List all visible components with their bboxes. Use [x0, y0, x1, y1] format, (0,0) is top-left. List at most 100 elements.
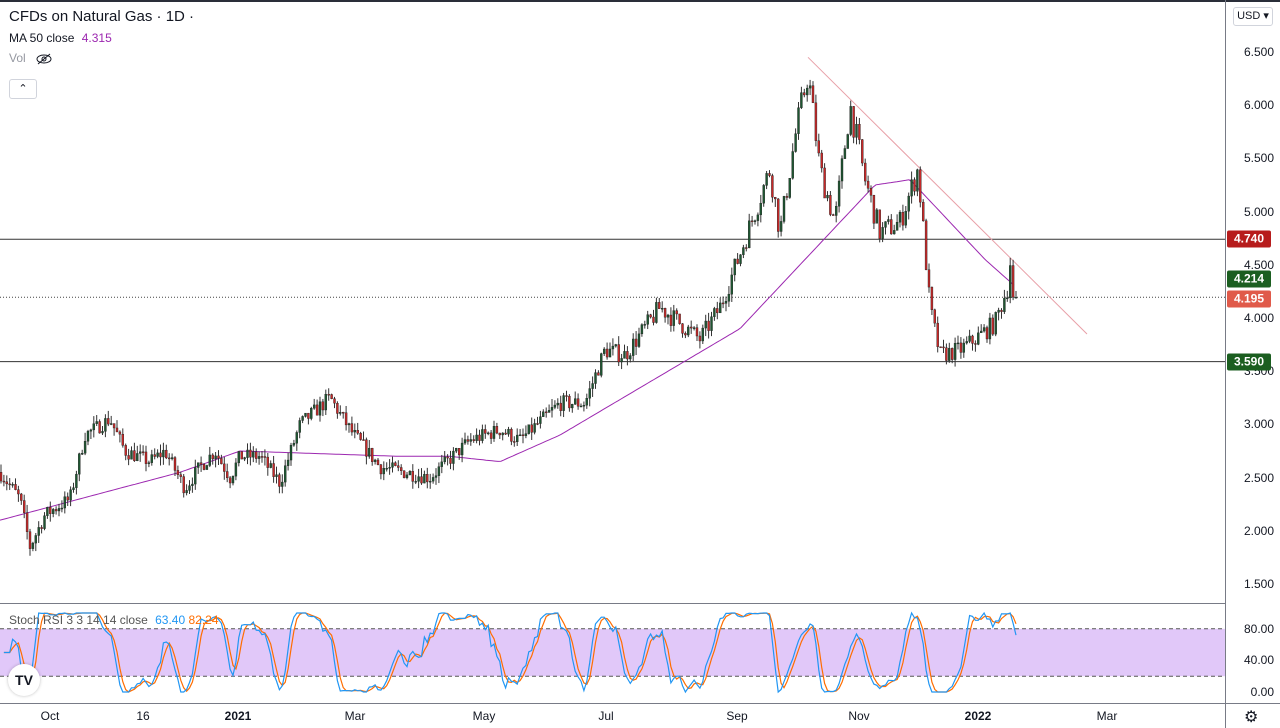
- candle-body: [118, 431, 122, 435]
- price-axis[interactable]: 6.500 6.000 5.500 5.000 4.500 4.000 3.500 3.000…: [1225, 0, 1280, 603]
- candle: [57, 503, 61, 517]
- symbol-title[interactable]: CFDs on Natural Gas · 1D ·: [9, 8, 195, 25]
- ma-label[interactable]: MA 50 close: [9, 31, 75, 45]
- candle-body: [182, 476, 185, 494]
- candle: [484, 424, 487, 439]
- currency-select[interactable]: USD ▾: [1233, 7, 1273, 26]
- candle-body: [829, 195, 832, 215]
- price-tick: 2.500: [1243, 470, 1274, 485]
- candle: [31, 541, 35, 552]
- candle: [115, 420, 119, 433]
- candle-body: [579, 405, 583, 408]
- candle-body: [655, 302, 658, 323]
- stoch-legend: Stoch RSI 3 3 14 14 close 63.40 82.24: [9, 613, 219, 627]
- candle-body: [666, 314, 670, 318]
- candle: [832, 213, 835, 216]
- candle: [362, 431, 365, 441]
- price-tick: 4.500: [1243, 257, 1274, 272]
- candle-body: [472, 439, 475, 441]
- candle-body: [330, 394, 333, 399]
- candle-body: [20, 493, 23, 501]
- candle-body: [162, 449, 165, 458]
- candle: [510, 427, 513, 446]
- candle: [858, 117, 861, 145]
- candle: [817, 133, 820, 157]
- candle: [942, 339, 945, 354]
- candle-body: [136, 453, 139, 462]
- time-tick: Mar: [1096, 709, 1118, 723]
- candle-body: [371, 447, 374, 462]
- candle-body: [365, 439, 368, 457]
- candle: [808, 79, 812, 96]
- candle: [814, 94, 818, 147]
- candle-body: [927, 269, 931, 288]
- candle-body: [542, 411, 545, 417]
- candle-body: [289, 444, 293, 461]
- stoch-label[interactable]: Stoch RSI 3 3 14 14 close: [9, 613, 148, 627]
- candle: [495, 422, 499, 435]
- time-tick: Jul: [598, 709, 614, 723]
- candle-body: [196, 462, 200, 468]
- candle-body: [733, 258, 736, 276]
- candle: [774, 196, 777, 207]
- candle-body: [170, 457, 174, 460]
- tradingview-logo[interactable]: TV: [8, 664, 40, 696]
- candle-body: [846, 134, 849, 149]
- candle: [2, 474, 6, 487]
- candle-body: [623, 351, 626, 359]
- collapse-legend-button[interactable]: ⌃: [9, 79, 37, 99]
- candle: [861, 139, 864, 167]
- candle-body: [768, 173, 771, 176]
- stoch-axis[interactable]: 80.00 40.00 0.00: [1225, 604, 1280, 703]
- candle: [80, 449, 84, 455]
- candle: [405, 471, 409, 480]
- stoch-rsi-pane[interactable]: [0, 604, 1225, 703]
- candle: [504, 429, 507, 435]
- candle-body: [574, 398, 577, 405]
- candle: [104, 414, 107, 438]
- candle: [968, 329, 971, 344]
- candle-body: [739, 254, 742, 264]
- candle-body: [539, 416, 542, 424]
- candle-body: [849, 106, 852, 135]
- candle-body: [919, 169, 922, 203]
- candle: [823, 163, 826, 199]
- candle-body: [466, 439, 470, 442]
- candle-body: [890, 219, 893, 235]
- candle: [533, 418, 536, 435]
- price-tag: 4.740: [1227, 230, 1271, 248]
- candle: [136, 445, 139, 462]
- eye-hidden-icon[interactable]: [35, 53, 53, 65]
- candle-body: [745, 247, 748, 249]
- candle: [295, 430, 298, 451]
- candle: [54, 506, 58, 515]
- candle-body: [887, 219, 890, 222]
- candle-body: [185, 490, 188, 494]
- price-chart[interactable]: [0, 2, 1225, 603]
- candle: [994, 311, 997, 337]
- candle-body: [661, 308, 664, 310]
- candle: [83, 432, 87, 456]
- candle: [272, 455, 275, 483]
- candle-body: [69, 489, 72, 501]
- vol-label[interactable]: Vol: [9, 51, 26, 65]
- price-tick: 6.500: [1243, 45, 1274, 59]
- candle-body: [530, 424, 533, 433]
- candle-body: [359, 433, 362, 440]
- candle: [342, 411, 345, 419]
- candle: [318, 396, 322, 422]
- candle: [475, 428, 478, 444]
- candle-body: [43, 515, 46, 529]
- candle-body: [52, 509, 55, 514]
- candle-body: [637, 333, 641, 347]
- candle: [652, 309, 655, 326]
- candle: [585, 393, 588, 409]
- candle: [634, 331, 638, 356]
- time-tick: Nov: [848, 709, 870, 723]
- gear-icon[interactable]: ⚙: [1244, 709, 1259, 726]
- candle-body: [199, 462, 203, 465]
- candle: [78, 452, 81, 482]
- candle-body: [313, 404, 316, 409]
- candle-body: [565, 395, 568, 397]
- candle-body: [382, 468, 385, 475]
